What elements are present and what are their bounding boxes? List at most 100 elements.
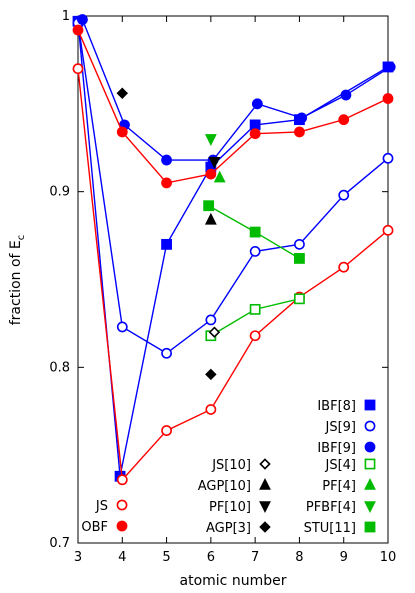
data-point-obf [249, 128, 261, 140]
data-point-ibf-9 [161, 154, 172, 166]
data-point-js-4 [294, 293, 305, 305]
x-tick-label: 6 [207, 550, 215, 565]
legend-label-js-4: JS[4] [324, 458, 356, 473]
data-point-obf [205, 168, 217, 180]
data-point-pfbf-4 [204, 134, 217, 146]
data-point-obf [338, 114, 350, 126]
data-point-obf [116, 126, 128, 138]
legend-marker-pf-10 [259, 501, 271, 513]
data-point-js-9 [382, 152, 394, 164]
series-agp-10 [204, 212, 217, 225]
data-point-obf [161, 177, 172, 189]
legend-label-js: JS [95, 499, 108, 514]
data-point-stu-11 [203, 200, 215, 212]
data-point-js [161, 425, 172, 436]
legend-marker-stu-11 [364, 521, 376, 533]
legend-marker-js [116, 499, 128, 511]
data-point-ibf-8 [161, 238, 172, 250]
legend-marker-js-4 [364, 458, 376, 470]
series-line-obf [77, 29, 389, 184]
x-tick-label: 3 [74, 550, 82, 565]
data-point-js-4 [249, 303, 261, 315]
legend-marker-ibf-9 [364, 441, 376, 453]
data-point-agp-10 [204, 212, 217, 225]
legend-label-pf-10: PF[10] [209, 500, 251, 515]
legend-marker-agp-10 [259, 478, 271, 490]
y-axis-label: fraction of Ec [8, 235, 27, 326]
plot-frame [77, 15, 389, 544]
data-point-js-9 [161, 347, 172, 359]
legend-marker-agp-3 [259, 521, 271, 533]
legend-label-agp-10: AGP[10] [198, 479, 251, 494]
legend-marker-pf-4 [364, 478, 376, 490]
data-point-ibf-9 [77, 14, 88, 25]
legend: IBF[8] JS[9] IBF[9] JS[10] AGP[10] PF[10] AGP[… [81, 399, 376, 536]
data-point-js-9 [205, 314, 217, 326]
y-axis-label-main: fraction of E [8, 240, 24, 325]
series-js [72, 63, 394, 486]
plot-series [72, 14, 396, 486]
series-line-ibf-9 [81, 19, 391, 161]
data-point-pf-4 [213, 170, 226, 183]
legend-label-js-9: JS[9] [324, 420, 356, 435]
data-point-ibf-8 [249, 119, 261, 131]
x-tick-label: 9 [340, 550, 348, 565]
data-point-stu-11 [294, 253, 305, 264]
series-pf-10 [208, 157, 221, 169]
legend-marker-js-10 [259, 458, 271, 470]
x-tick-label: 10 [380, 550, 397, 565]
data-point-obf [382, 93, 394, 104]
data-point-js [249, 330, 261, 342]
series-js-10 [208, 326, 221, 338]
legend-label-agp-3: AGP[3] [206, 521, 251, 536]
data-point-ibf-9 [251, 98, 263, 110]
data-point-ibf-9 [384, 61, 396, 73]
legend-label-pf-4: PF[4] [322, 479, 356, 494]
legend-marker-obf [116, 520, 128, 532]
x-tick-label: 4 [118, 550, 126, 565]
series-ibf-9 [77, 14, 396, 166]
data-point-js [205, 404, 217, 415]
y-tick-label: 0.7 [49, 536, 70, 551]
axis-ticks: 3 4 5 6 7 8 9 10 0.7 0.8 0.9 1 [49, 9, 396, 565]
data-point-js-10 [208, 326, 221, 338]
x-axis-label: atomic number [180, 573, 287, 589]
data-point-js [72, 63, 84, 75]
data-point-agp-3 [205, 368, 217, 381]
data-point-js-9 [249, 245, 261, 257]
series-line-js [77, 68, 389, 482]
series-stu-11 [203, 200, 305, 264]
y-tick-label: 1 [62, 9, 70, 24]
legend-marker-ibf-8 [364, 399, 376, 411]
data-point-stu-11 [249, 226, 261, 238]
legend-label-stu-11: STU[11] [304, 521, 356, 536]
y-tick-label: 0.9 [49, 185, 70, 200]
data-point-obf [72, 24, 84, 36]
legend-label-obf: OBF [81, 520, 108, 535]
data-point-js [116, 474, 128, 486]
data-point-js-9 [116, 321, 128, 333]
series-line-js-9 [77, 22, 389, 355]
series-js-9 [72, 17, 394, 359]
legend-marker-js-9 [364, 420, 376, 432]
x-tick-label: 7 [251, 550, 259, 565]
legend-label-js-10: JS[10] [211, 458, 251, 473]
data-point-js [382, 224, 394, 236]
data-point-obf [294, 126, 305, 138]
y-tick-label: 0.8 [49, 360, 70, 375]
legend-label-ibf-8: IBF[8] [317, 399, 356, 414]
data-point-js-9 [294, 238, 305, 250]
legend-marker-pfbf-4 [364, 501, 376, 513]
data-point-js-9 [338, 189, 350, 201]
y-axis-label-subscript: c [16, 235, 27, 241]
data-point-agp-3 [116, 87, 129, 100]
data-point-js [338, 261, 350, 273]
legend-label-ibf-9: IBF[9] [317, 441, 356, 456]
legend-label-pfbf-4: PFBF[4] [306, 500, 356, 515]
series-pfbf-4 [204, 134, 217, 146]
series-pf-4 [213, 170, 226, 183]
x-tick-label: 5 [162, 550, 170, 565]
data-point-ibf-9 [296, 112, 308, 124]
series-obf [72, 24, 394, 189]
